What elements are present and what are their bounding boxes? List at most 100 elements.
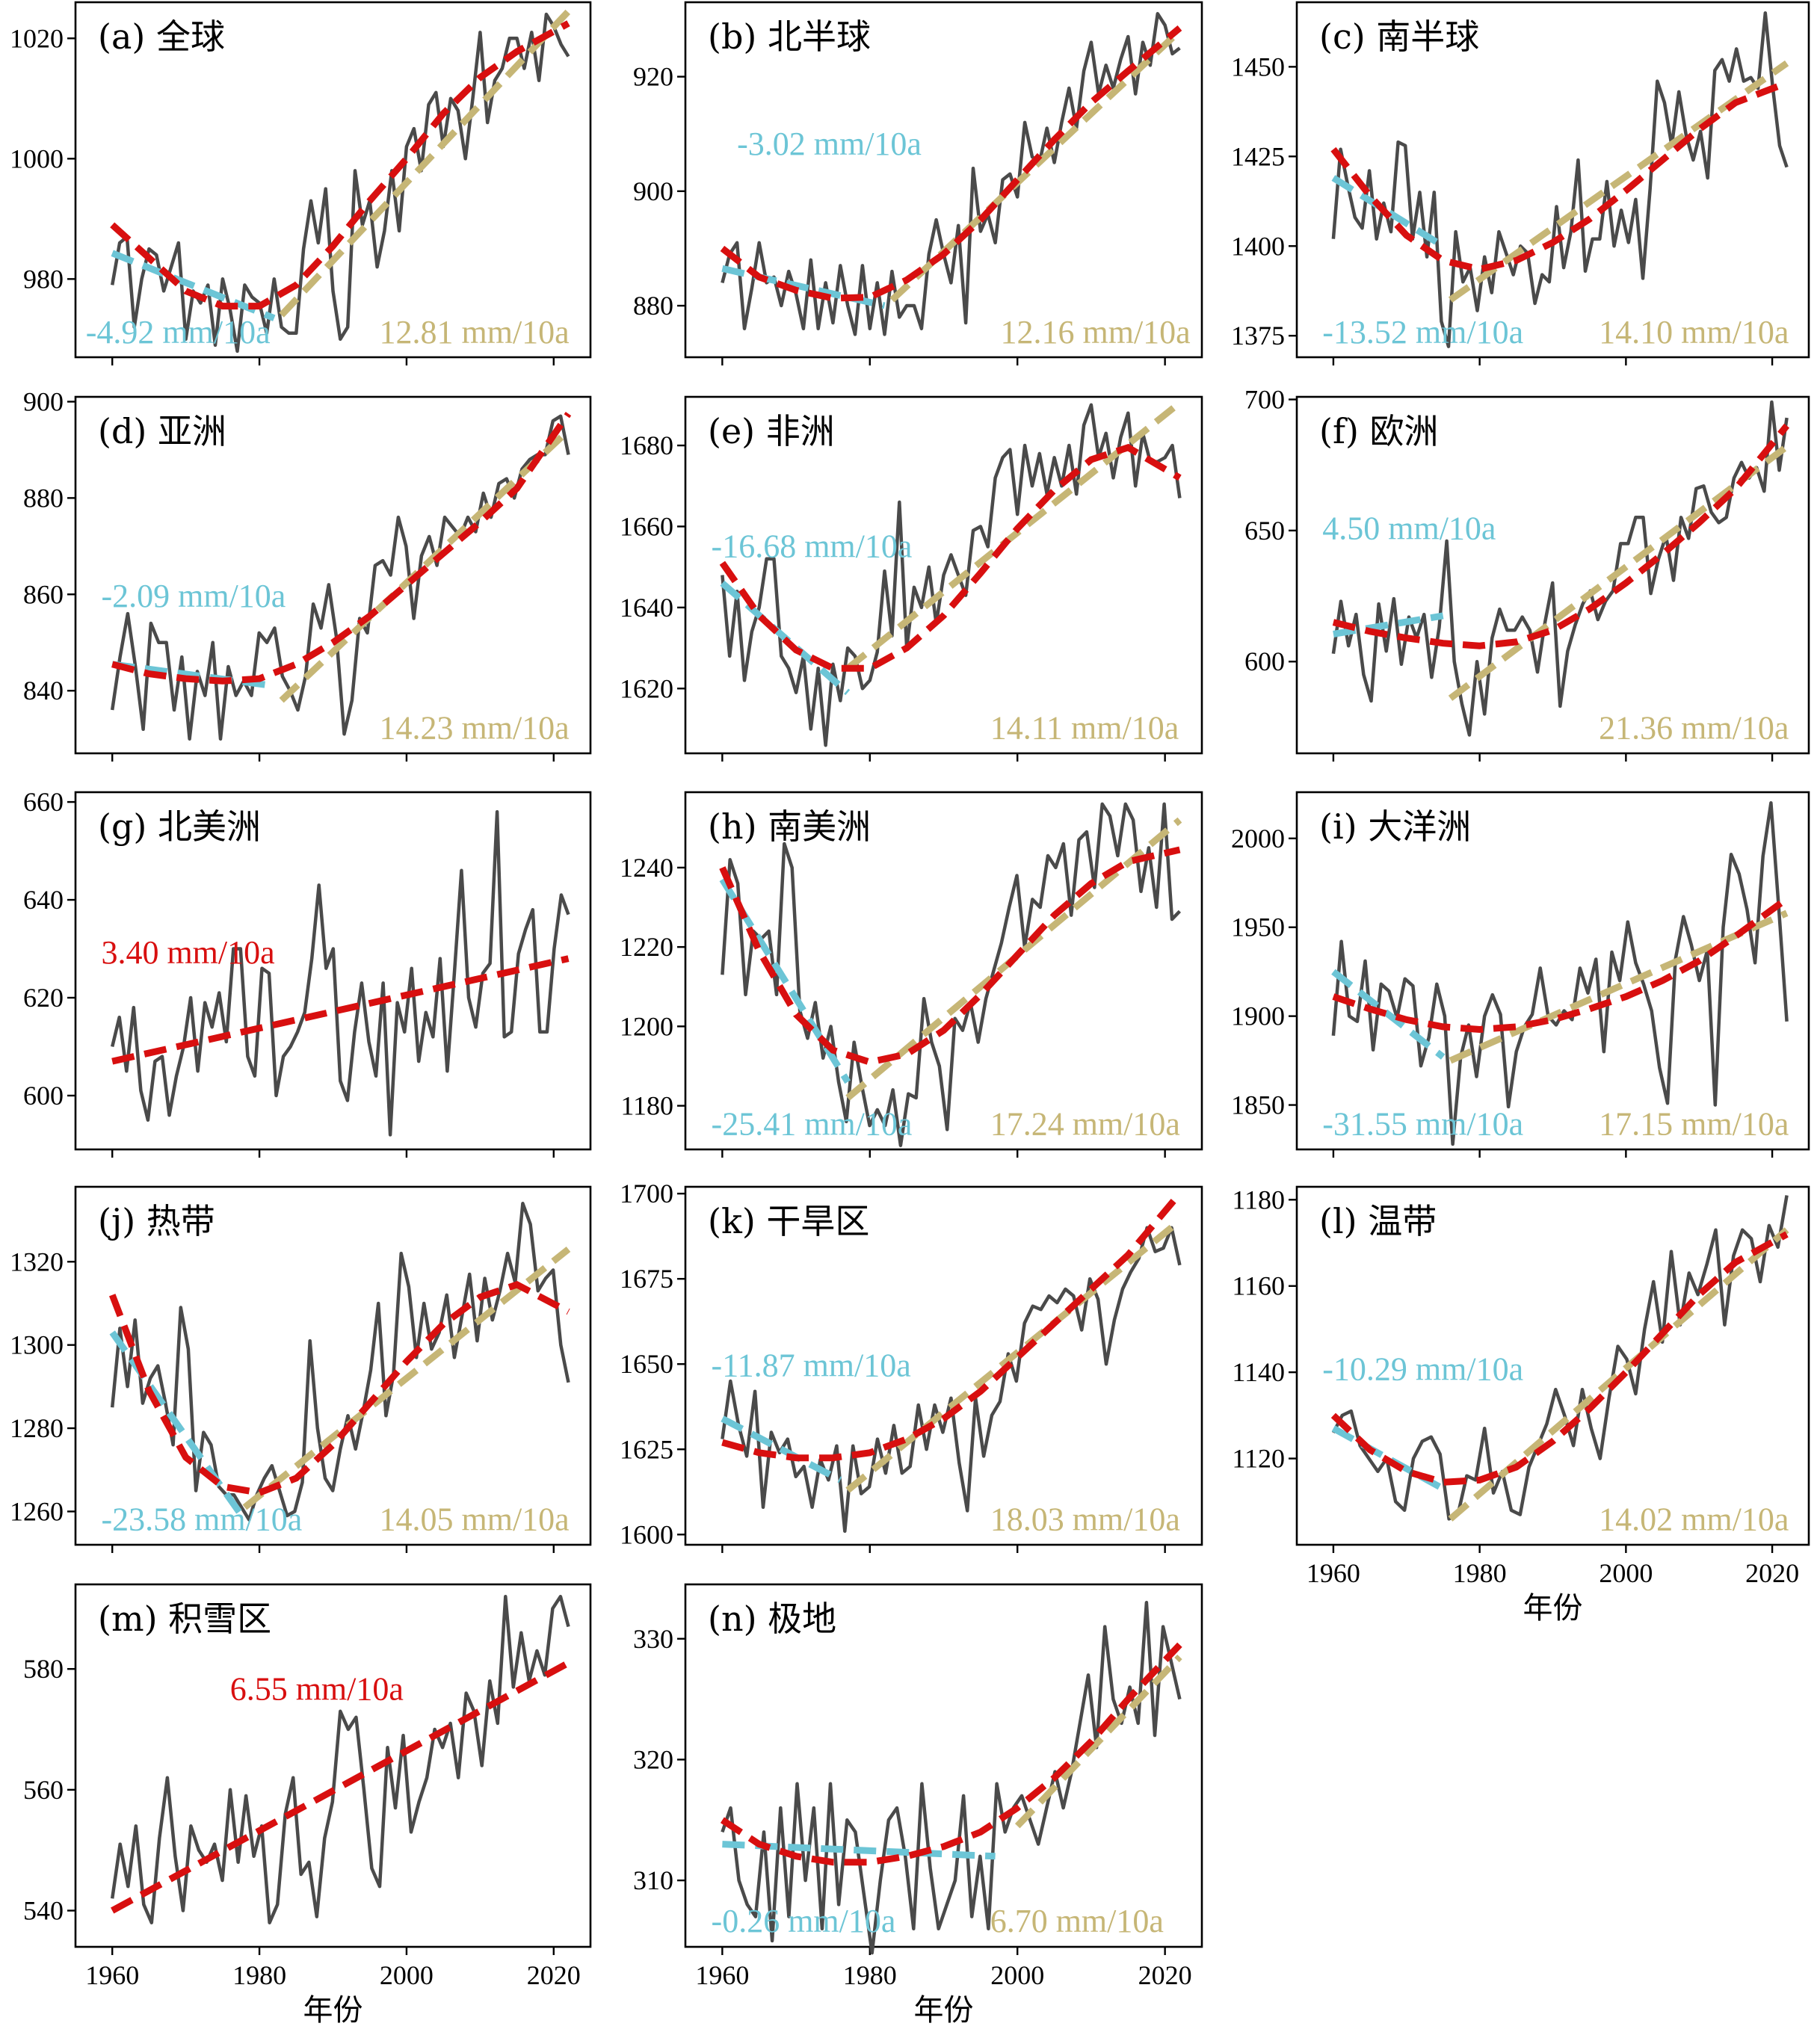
chart-panel-10: 1600 1625 1650 1675 1700 -11.87 mm/10a 18.03 m… <box>620 1179 1203 1553</box>
x-tick-label: 1980 <box>1453 1558 1507 1588</box>
x-axis-label: 年份 <box>1523 1591 1583 1625</box>
y-tick-label: 1400 <box>1231 231 1285 261</box>
panel-title: (k) 干旱区 <box>708 1201 869 1241</box>
trend-label-late: 17.15 mm/10a <box>1599 1106 1789 1143</box>
trend-label-early: -25.41 mm/10a <box>712 1106 913 1143</box>
trend-line-late <box>279 9 571 318</box>
trend-line-early <box>1331 175 1446 250</box>
trend-label-late: 14.05 mm/10a <box>380 1501 570 1537</box>
trend-line-fit <box>1332 423 1790 649</box>
y-tick-label: 900 <box>23 386 64 416</box>
observed-series-line <box>1331 11 1789 348</box>
x-tick-label: 2000 <box>1599 1558 1653 1588</box>
observed-series-line <box>1331 400 1789 737</box>
x-tick-label: 1980 <box>843 1960 897 1990</box>
trend-line-fit <box>111 1660 570 1914</box>
x-tick-label: 1980 <box>232 1960 286 1990</box>
trend-line-fit <box>111 955 570 1065</box>
y-tick-label: 580 <box>23 1654 64 1684</box>
y-tick-label: 1425 <box>1231 141 1285 171</box>
trend-label-early: -23.58 mm/10a <box>101 1501 302 1537</box>
y-tick-label: 1220 <box>620 932 673 962</box>
observed-series-line <box>721 12 1181 336</box>
observed-series-line <box>110 1202 570 1522</box>
y-tick-label: 660 <box>23 787 64 817</box>
trend-line-fit <box>721 1191 1182 1462</box>
plot-frame <box>74 395 592 755</box>
y-tick-label: 1180 <box>1232 1185 1285 1214</box>
trend-line-fit <box>111 412 572 685</box>
trend-label-early: -10.29 mm/10a <box>1322 1350 1523 1387</box>
y-tick-label: 2000 <box>1231 824 1285 853</box>
plot-frame <box>74 1 592 359</box>
plot-frame <box>1295 791 1810 1151</box>
y-tick-label: 1000 <box>10 143 64 173</box>
y-tick-label: 330 <box>633 1624 673 1654</box>
trend-label-early: -3.02 mm/10a <box>737 126 922 162</box>
chart-panel-6: 600 620 640 660 3.40 mm/10a (g) 北美洲 <box>23 787 592 1158</box>
observed-series-line <box>721 802 1182 1147</box>
observed-series-line <box>1331 1195 1789 1521</box>
trend-label-early: -11.87 mm/10a <box>712 1347 911 1384</box>
y-tick-label: 1160 <box>1232 1271 1285 1301</box>
trend-line-late <box>242 1246 571 1510</box>
plot-frame <box>74 1185 592 1546</box>
y-tick-label: 1375 <box>1231 321 1285 351</box>
observed-series-line <box>721 403 1182 747</box>
x-tick-label: 2000 <box>990 1960 1044 1990</box>
trend-line-fit <box>719 443 1182 672</box>
trend-line-late <box>1014 1654 1182 1829</box>
trend-line-early <box>1333 612 1444 637</box>
y-tick-label: 880 <box>23 483 64 513</box>
chart-panel-11: 1120 1140 1160 1180 1960 1980 2000 2020 年份 -10.29… <box>1232 1185 1810 1625</box>
plot-frame <box>684 791 1203 1151</box>
y-tick-label: 1700 <box>620 1179 673 1208</box>
trend-label-early: -0.26 mm/10a <box>712 1903 896 1939</box>
y-tick-label: 1180 <box>620 1091 673 1121</box>
y-tick-label: 620 <box>23 983 64 1013</box>
y-tick-label: 1900 <box>1231 1001 1285 1031</box>
observed-series-line <box>110 1594 570 1924</box>
trend-label-fit: 3.40 mm/10a <box>101 934 274 971</box>
trend-line-fit <box>719 846 1181 1066</box>
plot-frame <box>1295 1 1810 359</box>
plot-frame <box>684 1185 1203 1546</box>
y-tick-label: 320 <box>633 1744 673 1774</box>
y-tick-label: 900 <box>633 176 673 206</box>
panel-title: (a) 全球 <box>98 16 225 57</box>
observed-series-line <box>721 1601 1182 1955</box>
trend-line-late <box>1448 443 1789 701</box>
chart-panel-9: 1260 1280 1300 1320 -23.58 mm/10a 14.05 mm/10… <box>10 1185 592 1553</box>
trend-line-early <box>111 250 276 321</box>
panel-title: (b) 北半球 <box>708 16 871 57</box>
trend-line-late <box>1448 1227 1789 1522</box>
trend-line-fit <box>720 1642 1182 1866</box>
y-tick-label: 1300 <box>10 1330 64 1360</box>
y-tick-label: 1625 <box>620 1434 673 1464</box>
y-tick-label: 1260 <box>10 1496 64 1526</box>
chart-panel-7: 1180 1200 1220 1240 -25.41 mm/10a 17.24 mm/10… <box>620 791 1203 1158</box>
y-tick-label: 650 <box>1244 516 1285 546</box>
x-tick-label: 2020 <box>1138 1960 1192 1990</box>
y-tick-label: 1280 <box>10 1413 64 1443</box>
panel-title: (m) 积雪区 <box>98 1599 271 1639</box>
trend-label-early: -31.55 mm/10a <box>1322 1106 1523 1143</box>
x-tick-label: 2020 <box>527 1960 581 1990</box>
trend-label-late: 6.70 mm/10a <box>990 1903 1164 1939</box>
chart-panel-2: 1375 1400 1425 1450 -13.52 mm/10a 14.10 mm/10… <box>1231 1 1810 365</box>
trend-line-late <box>845 400 1182 671</box>
x-axis-label: 年份 <box>914 1993 974 2028</box>
trend-line-fit <box>110 20 570 310</box>
y-tick-label: 1200 <box>620 1011 673 1041</box>
panel-title: (n) 极地 <box>708 1599 836 1639</box>
y-tick-label: 1020 <box>10 23 64 53</box>
y-tick-label: 1120 <box>1232 1444 1285 1474</box>
trend-label-late: 14.10 mm/10a <box>1599 314 1789 351</box>
y-tick-label: 1660 <box>620 511 673 541</box>
trend-label-late: 17.24 mm/10a <box>990 1106 1180 1143</box>
x-tick-label: 2020 <box>1745 1558 1799 1588</box>
observed-series-line <box>111 809 570 1137</box>
panel-title: (l) 温带 <box>1319 1201 1437 1241</box>
y-tick-label: 880 <box>633 291 673 321</box>
